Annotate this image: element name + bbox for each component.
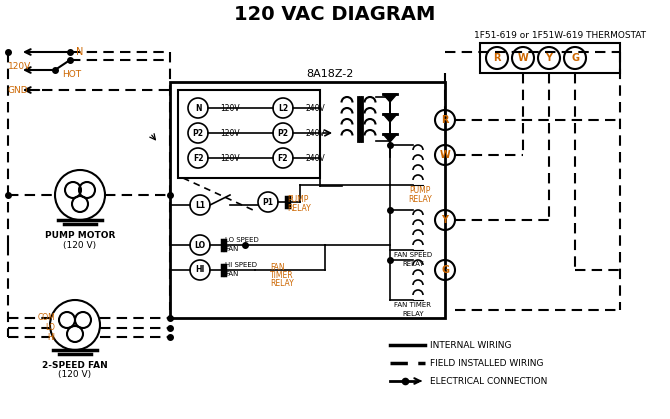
Text: INTERNAL WIRING: INTERNAL WIRING — [430, 341, 511, 349]
Bar — [480, 43, 620, 73]
Text: HI: HI — [196, 266, 205, 274]
Text: RELAY: RELAY — [402, 261, 424, 267]
Polygon shape — [383, 94, 397, 102]
Polygon shape — [383, 114, 397, 122]
Text: P2: P2 — [277, 129, 289, 137]
Text: RELAY: RELAY — [287, 204, 311, 212]
Text: N: N — [195, 103, 201, 112]
Text: R: R — [493, 53, 500, 63]
Polygon shape — [383, 134, 397, 142]
Text: FIELD INSTALLED WIRING: FIELD INSTALLED WIRING — [430, 359, 543, 367]
Text: N: N — [76, 47, 83, 57]
Text: ELECTRICAL CONNECTION: ELECTRICAL CONNECTION — [430, 377, 547, 385]
Text: FAN SPEED: FAN SPEED — [394, 252, 432, 258]
Text: 120V: 120V — [220, 129, 240, 137]
Text: P2: P2 — [192, 129, 204, 137]
Text: (120 V): (120 V) — [64, 241, 96, 249]
Text: FAN: FAN — [225, 246, 239, 252]
Text: F2: F2 — [193, 153, 203, 163]
Text: P1: P1 — [263, 197, 273, 207]
Text: G: G — [441, 265, 449, 275]
Text: 120 VAC DIAGRAM: 120 VAC DIAGRAM — [234, 5, 436, 23]
Text: PUMP: PUMP — [287, 194, 308, 204]
Text: Y: Y — [545, 53, 553, 63]
Text: GND: GND — [8, 85, 29, 95]
Text: FAN TIMER: FAN TIMER — [395, 302, 431, 308]
Text: FAN: FAN — [225, 271, 239, 277]
Text: PUMP: PUMP — [409, 186, 431, 194]
Text: COM: COM — [38, 313, 55, 323]
Text: Y: Y — [442, 215, 448, 225]
Text: FAN: FAN — [270, 262, 285, 272]
Text: 1F51-619 or 1F51W-619 THERMOSTAT: 1F51-619 or 1F51W-619 THERMOSTAT — [474, 31, 646, 39]
Text: HI SPEED: HI SPEED — [225, 262, 257, 268]
Bar — [170, 82, 445, 318]
Text: TIMER: TIMER — [270, 271, 293, 279]
Text: HOT: HOT — [62, 70, 81, 78]
Text: 120V: 120V — [220, 103, 240, 112]
Text: RELAY: RELAY — [270, 279, 293, 287]
Text: RELAY: RELAY — [402, 311, 424, 317]
Text: 120V: 120V — [8, 62, 31, 70]
Text: LO SPEED: LO SPEED — [225, 237, 259, 243]
Text: HI: HI — [47, 333, 55, 341]
Text: 240V: 240V — [305, 103, 325, 112]
Text: F2: F2 — [278, 153, 288, 163]
Text: W: W — [518, 53, 529, 63]
Text: 120V: 120V — [220, 153, 240, 163]
Text: L2: L2 — [278, 103, 288, 112]
Text: PUMP MOTOR: PUMP MOTOR — [45, 230, 115, 240]
Text: 240V: 240V — [305, 153, 325, 163]
Text: LO: LO — [194, 241, 206, 249]
Text: L1: L1 — [195, 201, 205, 210]
Text: W: W — [440, 150, 450, 160]
Bar — [178, 90, 320, 178]
Text: 8A18Z-2: 8A18Z-2 — [306, 69, 354, 79]
Text: RELAY: RELAY — [408, 194, 432, 204]
Text: 240V: 240V — [305, 129, 325, 137]
Text: LO: LO — [45, 323, 55, 333]
Text: (120 V): (120 V) — [58, 370, 92, 380]
Text: R: R — [442, 115, 449, 125]
Text: 2-SPEED FAN: 2-SPEED FAN — [42, 360, 108, 370]
Text: G: G — [571, 53, 579, 63]
